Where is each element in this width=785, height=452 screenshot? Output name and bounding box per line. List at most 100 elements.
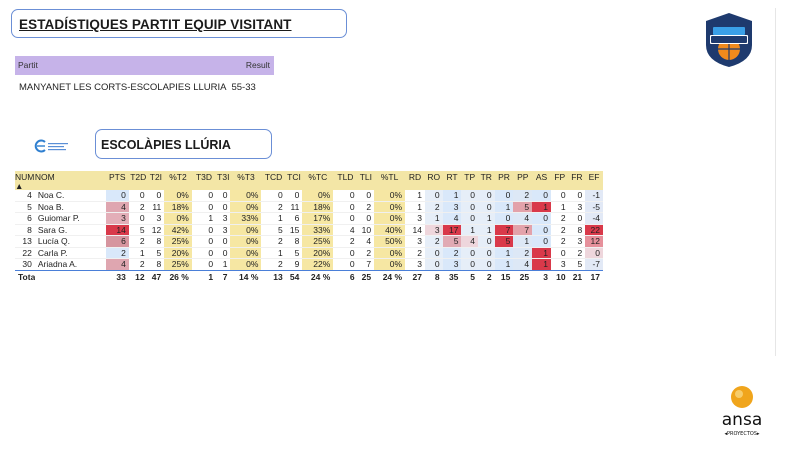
team-title-box: ESCOLÀPIES LLÚRIA bbox=[95, 129, 272, 159]
col-nom[interactable]: NOM bbox=[34, 171, 106, 183]
cell-tp: 0 bbox=[461, 247, 478, 259]
cell-tci: 15 bbox=[285, 224, 303, 236]
cell-pct-t3: 0% bbox=[230, 235, 262, 248]
col-t2d[interactable]: T2D bbox=[128, 171, 148, 183]
cell-t3i: 1 bbox=[216, 258, 231, 271]
page-title-box: ESTADÍSTIQUES PARTIT EQUIP VISITANT bbox=[11, 9, 347, 38]
stats-body: 4 Noa C. 0 0 0 0% 0 0 0% 0 0 0% 0 0 0% 1 0 1 0 0 0 2 0 0 0 -1 5 Noa… bbox=[15, 190, 603, 271]
cell-pts: 0 bbox=[105, 190, 129, 202]
col-tci[interactable]: TCI bbox=[285, 171, 303, 183]
col-t2i[interactable]: T2I bbox=[147, 171, 165, 183]
cell-pct-tc: 20% bbox=[302, 247, 334, 259]
cell-as: 0 bbox=[532, 235, 551, 248]
cell-pr: 0 bbox=[494, 190, 514, 202]
total-cell: 6 bbox=[349, 271, 355, 282]
cell-pp: 2 bbox=[513, 190, 533, 202]
cell-t2i: 5 bbox=[147, 247, 165, 259]
table-row[interactable]: 13 Lucía Q. 6 2 8 25% 0 0 0% 2 8 25% 2 4 50% 3 2 5 4 0 5 1 0 2 3… bbox=[15, 235, 603, 248]
cell-pp: 5 bbox=[513, 201, 533, 213]
table-row[interactable]: 8 Sara G. 14 5 12 42% 0 3 0% 5 15 33% 4 10 40% 14 3 17 1 1 7… bbox=[15, 224, 603, 236]
col-t3d[interactable]: T3D bbox=[191, 171, 217, 183]
cell-ef: -7 bbox=[585, 258, 603, 271]
table-row[interactable]: 5 Noa B. 4 2 11 18% 0 0 0% 2 11 18% 0 2 0% 1 2 3 0 0 1 5 1 1 3 -5 bbox=[15, 201, 603, 213]
col-pr[interactable]: PR bbox=[494, 171, 514, 183]
table-row[interactable]: 4 Noa C. 0 0 0 0% 0 0 0% 0 0 0% 0 0 0% 1 0 1 0 0 0 2 0 0 0 -1 bbox=[15, 190, 603, 202]
cell-ro: 2 bbox=[424, 235, 443, 248]
col-pct-t3[interactable]: %T3 bbox=[230, 171, 262, 183]
cell-t3i: 3 bbox=[216, 212, 231, 225]
col-tld[interactable]: TLD bbox=[333, 171, 358, 183]
cell-as: 0 bbox=[532, 212, 551, 225]
total-cell: 21 bbox=[572, 271, 583, 282]
col-rt[interactable]: RT bbox=[442, 171, 462, 183]
cell-nom: Sara G. bbox=[34, 224, 106, 236]
cell-fp: 3 bbox=[550, 258, 569, 271]
sort-asc-icon[interactable]: ▲ bbox=[15, 183, 35, 190]
cell-tp: 0 bbox=[461, 190, 478, 202]
col-pts[interactable]: PTS bbox=[105, 171, 129, 183]
cell-pct-t3: 0% bbox=[230, 247, 262, 259]
divider-line bbox=[775, 8, 776, 356]
total-label: Total bbox=[18, 271, 35, 282]
col-num[interactable]: NUM bbox=[15, 171, 35, 183]
copa-colegial-logo-icon bbox=[706, 13, 752, 67]
total-cell: 54 bbox=[289, 271, 300, 282]
cell-pct-t2: 0% bbox=[164, 212, 192, 225]
cell-tcd: 0 bbox=[261, 190, 286, 202]
col-pp[interactable]: PP bbox=[513, 171, 533, 183]
cell-t2i: 0 bbox=[147, 190, 165, 202]
cell-pct-tc: 22% bbox=[302, 258, 334, 271]
cell-t2d: 0 bbox=[128, 190, 148, 202]
col-tcd[interactable]: TCD bbox=[261, 171, 286, 183]
cell-as: 1 bbox=[532, 201, 551, 213]
col-tr[interactable]: TR bbox=[478, 171, 495, 183]
col-pct-tl[interactable]: %TL bbox=[374, 171, 406, 183]
cell-pp: 4 bbox=[513, 258, 533, 271]
col-fr[interactable]: FR bbox=[568, 171, 586, 183]
cell-ef: 12 bbox=[585, 235, 603, 248]
total-cell: 24 % bbox=[310, 271, 331, 282]
cell-nom: Noa B. bbox=[34, 201, 106, 213]
cell-nom: Ariadna A. bbox=[34, 258, 106, 271]
cell-rt: 2 bbox=[442, 247, 462, 259]
table-row[interactable]: 6 Guiomar P. 3 0 3 0% 1 3 33% 1 6 17% 0 0 0% 3 1 4 0 1 0 4 0 2 0… bbox=[15, 212, 603, 225]
cell-t2d: 2 bbox=[128, 201, 148, 213]
col-ro[interactable]: RO bbox=[424, 171, 443, 183]
col-tp[interactable]: TP bbox=[461, 171, 478, 183]
cell-tld: 0 bbox=[333, 258, 358, 271]
col-fp[interactable]: FP bbox=[550, 171, 569, 183]
cell-tli: 10 bbox=[357, 224, 375, 236]
cell-tli: 2 bbox=[357, 201, 375, 213]
match-row: MANYANET LES CORTS-ESCOLAPIES LLURIA 55-3… bbox=[19, 82, 256, 93]
match-col-partit: Partit bbox=[18, 60, 38, 70]
total-cell: 14 % bbox=[239, 271, 259, 282]
cell-num: 30 bbox=[15, 258, 35, 271]
col-as[interactable]: AS bbox=[532, 171, 551, 183]
total-cell: 25 bbox=[519, 271, 530, 282]
table-row[interactable]: 22 Carla P. 2 1 5 20% 0 0 0% 1 5 20% 0 2 0% 2 0 2 0 0 1 2 1 0 2 0 bbox=[15, 247, 603, 259]
col-tli[interactable]: TLI bbox=[357, 171, 375, 183]
col-pct-t2[interactable]: %T2 bbox=[164, 171, 192, 183]
cell-nom: Noa C. bbox=[34, 190, 106, 202]
cell-rt: 3 bbox=[442, 201, 462, 213]
cell-fr: 3 bbox=[568, 235, 586, 248]
cell-num: 13 bbox=[15, 235, 35, 248]
col-ef[interactable]: EF bbox=[585, 171, 603, 183]
cell-ro: 1 bbox=[424, 212, 443, 225]
table-row[interactable]: 30 Ariadna A. 4 2 8 25% 0 1 0% 2 9 22% 0 7 0% 3 0 3 0 0 1 4 1 3… bbox=[15, 258, 603, 271]
cell-fp: 0 bbox=[550, 190, 569, 202]
cell-tld: 0 bbox=[333, 190, 358, 202]
cell-tp: 0 bbox=[461, 212, 478, 225]
cell-pr: 5 bbox=[494, 235, 514, 248]
cell-t3d: 0 bbox=[191, 201, 217, 213]
cell-pct-tl: 0% bbox=[374, 190, 406, 202]
cell-tli: 4 bbox=[357, 235, 375, 248]
cell-pct-tl: 0% bbox=[374, 212, 406, 225]
match-col-result: Result bbox=[245, 60, 270, 70]
col-t3i[interactable]: T3I bbox=[216, 171, 231, 183]
cell-fr: 5 bbox=[568, 258, 586, 271]
col-rd[interactable]: RD bbox=[405, 171, 425, 183]
escolapies-logo-icon bbox=[34, 139, 68, 153]
col-pct-tc[interactable]: %TC bbox=[302, 171, 334, 183]
cell-tr: 0 bbox=[478, 235, 495, 248]
